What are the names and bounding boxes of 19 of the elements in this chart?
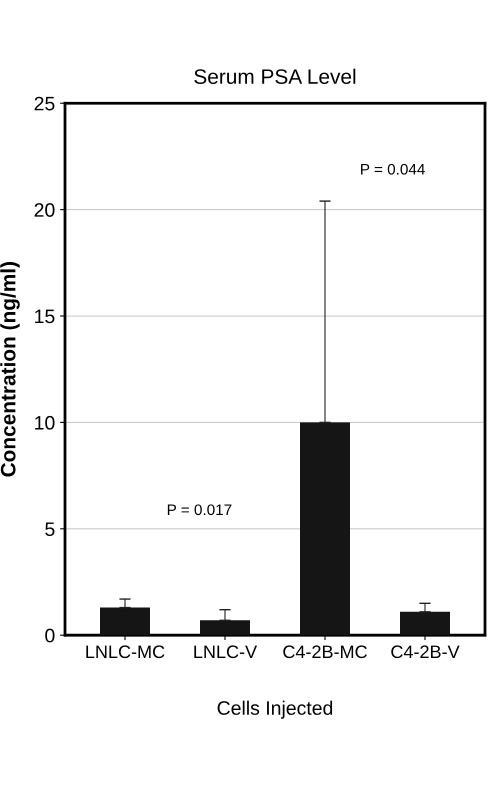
chart-title: Serum PSA Level <box>194 68 356 84</box>
bar <box>300 422 350 636</box>
y-tick-label: 0 <box>45 628 55 642</box>
y-tick-label: 25 <box>34 96 54 110</box>
y-tick-label: 15 <box>35 310 54 324</box>
x-tick-label: C4-2B-V <box>391 645 460 658</box>
bar <box>400 612 450 636</box>
x-tick-label: LNLC-V <box>194 645 258 658</box>
x-axis-title: Cells Injected <box>218 700 332 719</box>
annotation: P = 0.017 <box>168 504 232 516</box>
y-tick-label: 5 <box>45 522 54 536</box>
x-tick-label: C4-2B-MC <box>283 645 367 658</box>
x-tick-label: LNLC-MC <box>86 645 164 658</box>
bar <box>100 608 150 636</box>
y-tick-label: 10 <box>35 416 55 430</box>
y-axis-title: Concentration (ng/ml) <box>0 262 20 477</box>
y-tick-label: 20 <box>34 203 55 217</box>
annotation: P = 0.044 <box>361 164 425 175</box>
bar <box>200 620 250 636</box>
